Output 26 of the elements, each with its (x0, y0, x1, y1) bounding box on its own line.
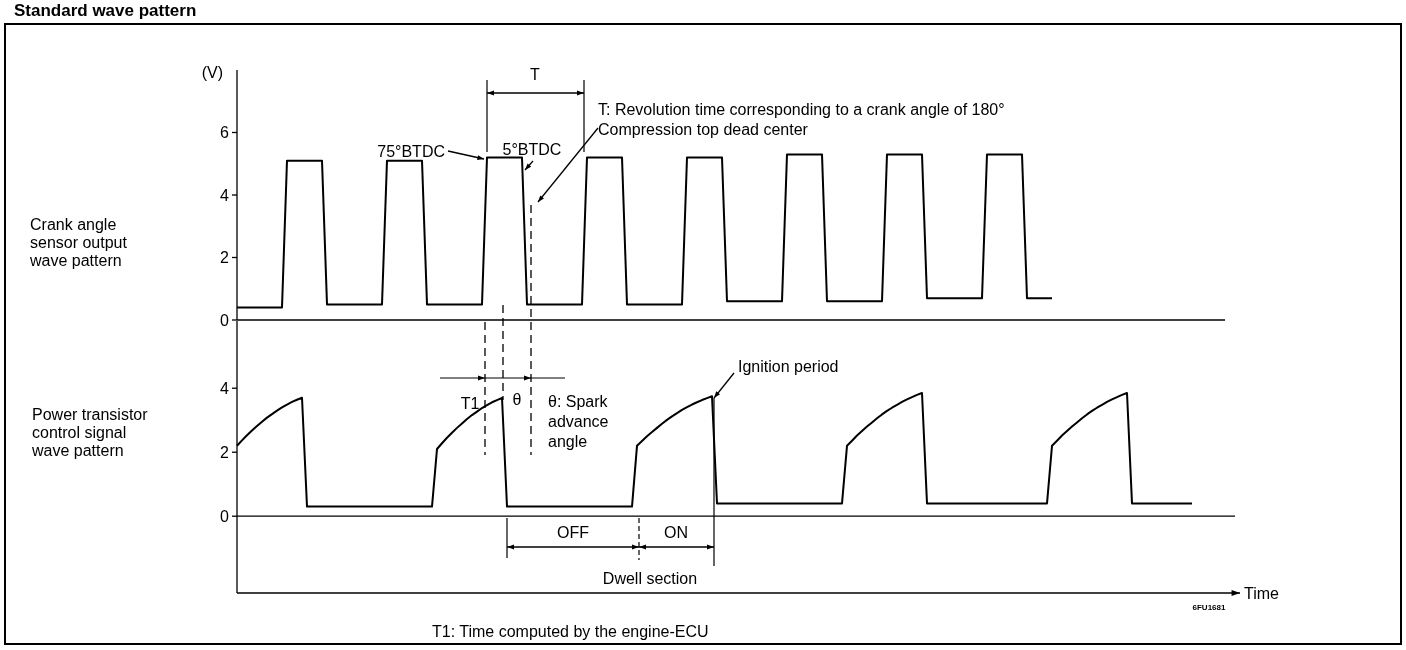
annotation: T: Revolution time corresponding to a crank angle of 180° (598, 101, 1005, 118)
y-tick-label: 2 (220, 249, 230, 267)
y-axis-title: (V) (201, 64, 223, 81)
y-tick-label: 0 (220, 507, 230, 525)
y-tick-label: 4 (220, 186, 230, 204)
chart-title: Standard wave pattern (14, 1, 197, 20)
annotation: ON (664, 524, 688, 541)
annotation: T1 (460, 395, 480, 412)
annotation: θ (512, 391, 522, 408)
annotation: Compression top dead center (598, 121, 809, 138)
text: Crank angle sensor output wave pattern (29, 216, 128, 269)
annotation: θ: Spark advance angle (548, 393, 609, 450)
annotation: 5°BTDC (502, 141, 562, 158)
annotation: T (530, 66, 541, 83)
text: 6FU1681 (1192, 603, 1226, 612)
annotation: Ignition period (738, 358, 839, 375)
annotation: OFF (557, 524, 590, 541)
y-tick-label: 0 (220, 311, 230, 329)
text: T1: Time computed by the engine-ECU (432, 623, 709, 640)
text: Power transistor control signal wave pattern (31, 406, 149, 459)
y-tick-label: 4 (220, 379, 230, 397)
y-tick-label: 6 (220, 124, 230, 142)
y-tick-label: 2 (220, 443, 230, 461)
annotation: 75°BTDC (377, 143, 445, 160)
annotation: Dwell section (602, 570, 698, 587)
x-axis-title: Time (1244, 584, 1280, 602)
